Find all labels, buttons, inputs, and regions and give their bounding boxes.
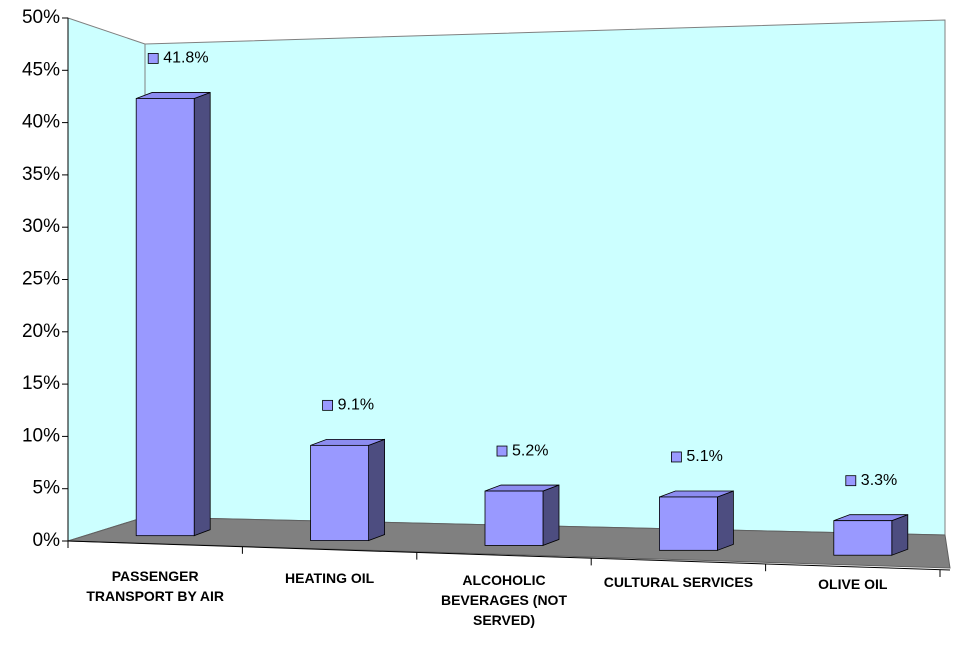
side-wall <box>67 17 146 542</box>
bar-side <box>891 514 909 556</box>
bar-side <box>717 490 734 551</box>
value-label: 41.8% <box>163 50 208 67</box>
value-label: 9.1% <box>338 397 374 414</box>
value-label: 5.2% <box>512 442 548 459</box>
y-tick-label: 30% <box>22 216 60 237</box>
bar <box>833 520 893 556</box>
x-tick-label: OLIVE OIL <box>818 576 888 592</box>
y-tick-label: 0% <box>33 530 61 551</box>
value-label-key <box>322 399 334 411</box>
value-label: 5.1% <box>686 448 722 465</box>
value-label: 3.3% <box>861 472 897 489</box>
bar <box>310 444 370 541</box>
y-tick-label: 15% <box>22 373 60 394</box>
y-tick-label: 5% <box>33 478 61 499</box>
x-tick-label: HEATING OIL <box>285 570 375 586</box>
y-tick-label: 20% <box>22 321 60 342</box>
x-tick-label: CULTURAL SERVICES <box>603 574 754 590</box>
bar-side <box>542 484 560 547</box>
value-label-key <box>845 475 857 487</box>
bar-side <box>368 438 386 542</box>
y-tick-label: 45% <box>22 59 60 80</box>
bar <box>484 490 544 546</box>
value-label-key <box>496 445 508 457</box>
y-tick-label: 10% <box>22 425 60 446</box>
value-label-key <box>671 451 682 463</box>
y-tick-label: 50% <box>22 7 60 28</box>
value-label-key <box>147 53 159 64</box>
bar <box>135 98 195 537</box>
bar <box>659 496 718 551</box>
y-tick-label: 25% <box>22 269 60 290</box>
y-tick-label: 35% <box>22 164 60 185</box>
bar-side <box>193 91 211 537</box>
x-tick-label: PASSENGER TRANSPORT BY AIR <box>86 568 225 604</box>
y-tick-label: 40% <box>22 112 60 133</box>
x-tick-label: ALCOHOLIC BEVERAGES (NOT SERVED) <box>440 572 567 628</box>
x-axis <box>67 540 951 571</box>
